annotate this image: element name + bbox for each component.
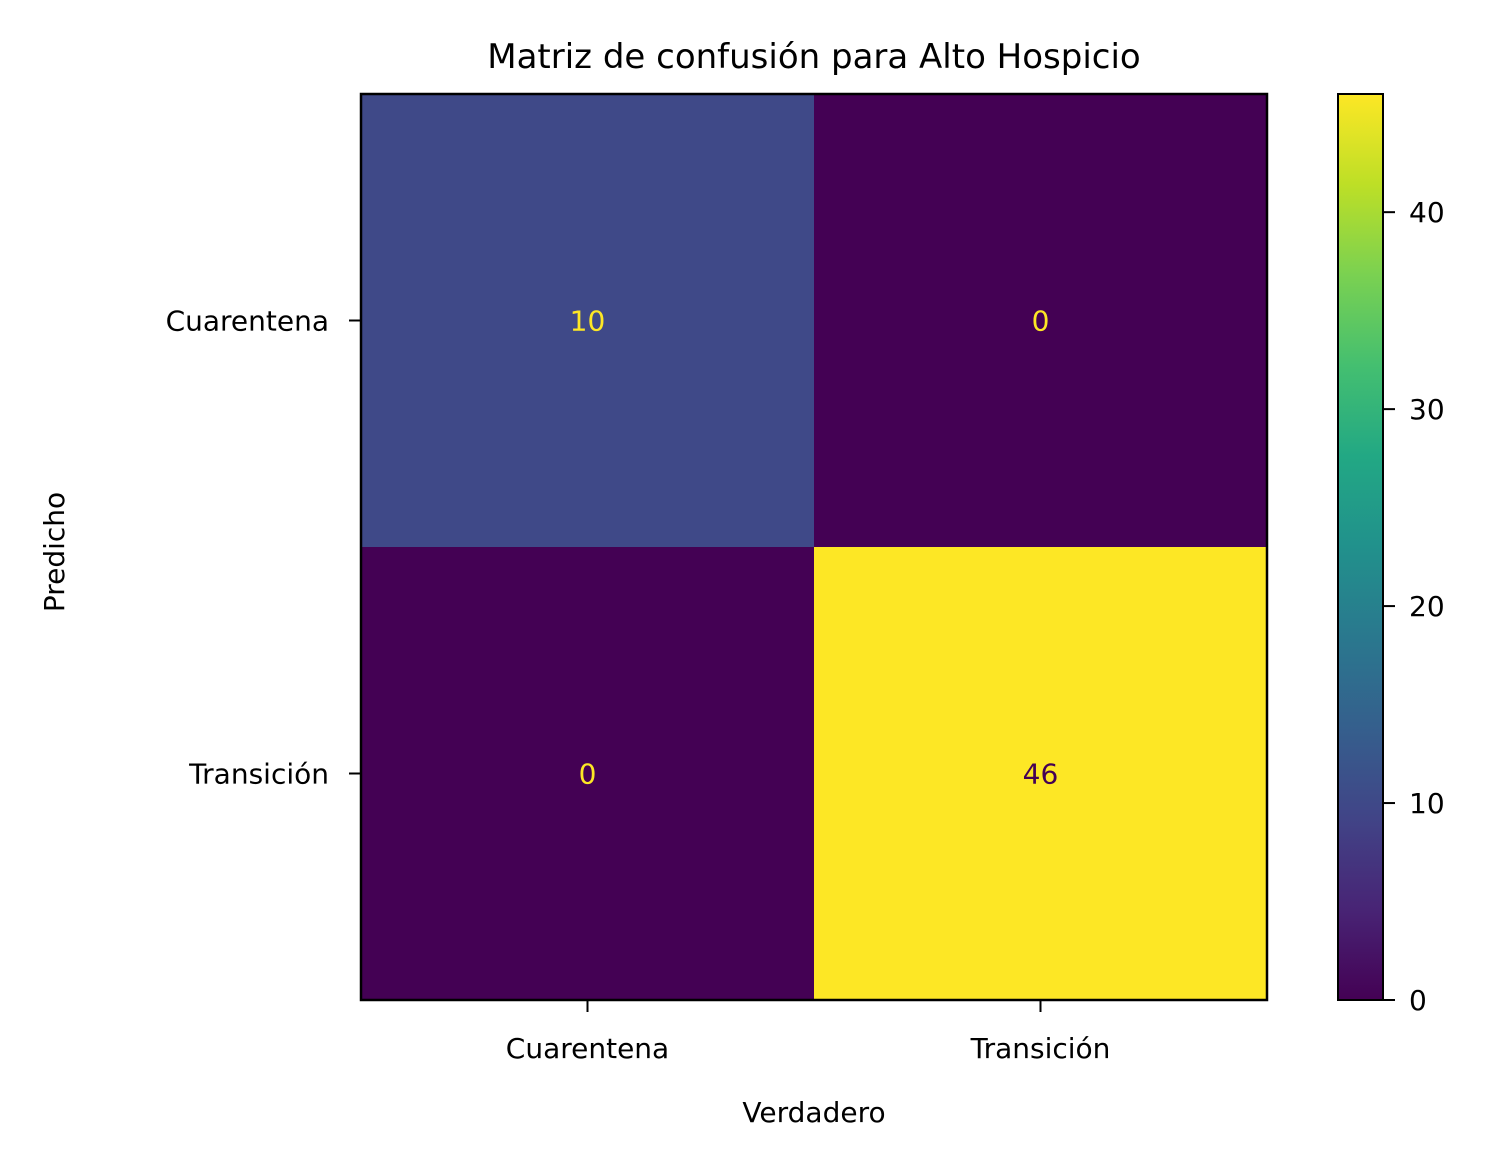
x-axis-label: Verdadero — [742, 1096, 885, 1129]
colorbar-ticks: 0 10 20 30 40 — [1383, 196, 1445, 1017]
colorbar-tick-label: 0 — [1409, 984, 1427, 1017]
cell-value-label: 10 — [570, 305, 606, 338]
plot-frame — [359, 92, 1269, 1002]
y-tick-label: Cuarentena — [166, 305, 329, 338]
cell-value-label: 0 — [579, 758, 597, 791]
heatmap-cell-r0-c0 — [361, 94, 815, 548]
colorbar-tick-label: 40 — [1409, 196, 1445, 229]
heatmap-cell-labels: 10 0 0 46 — [570, 305, 1059, 791]
colorbar-tick-label: 10 — [1409, 787, 1445, 820]
heatmap-cell-r1-c0 — [361, 547, 815, 1001]
y-axis-ticks: Cuarentena Transición — [166, 305, 361, 791]
cell-value-label: 46 — [1023, 758, 1059, 791]
heatmap-cell-r1-c1 — [814, 547, 1268, 1001]
colorbar-tick-label: 30 — [1409, 393, 1445, 426]
x-axis-ticks: Cuarentena Transición — [506, 1000, 1111, 1065]
heatmap-cell-r0-c1 — [814, 94, 1268, 548]
x-tick-label: Cuarentena — [506, 1032, 669, 1065]
y-axis-label: Predicho — [38, 492, 71, 612]
y-tick-label: Transición — [188, 758, 329, 791]
cell-value-label: 0 — [1032, 305, 1050, 338]
colorbar — [1337, 93, 1384, 1001]
heatmap-cells — [361, 94, 1268, 1001]
x-tick-label: Transición — [970, 1032, 1111, 1065]
colorbar-tick-label: 20 — [1409, 590, 1445, 623]
chart-title: Matriz de confusión para Alto Hospicio — [487, 37, 1141, 77]
